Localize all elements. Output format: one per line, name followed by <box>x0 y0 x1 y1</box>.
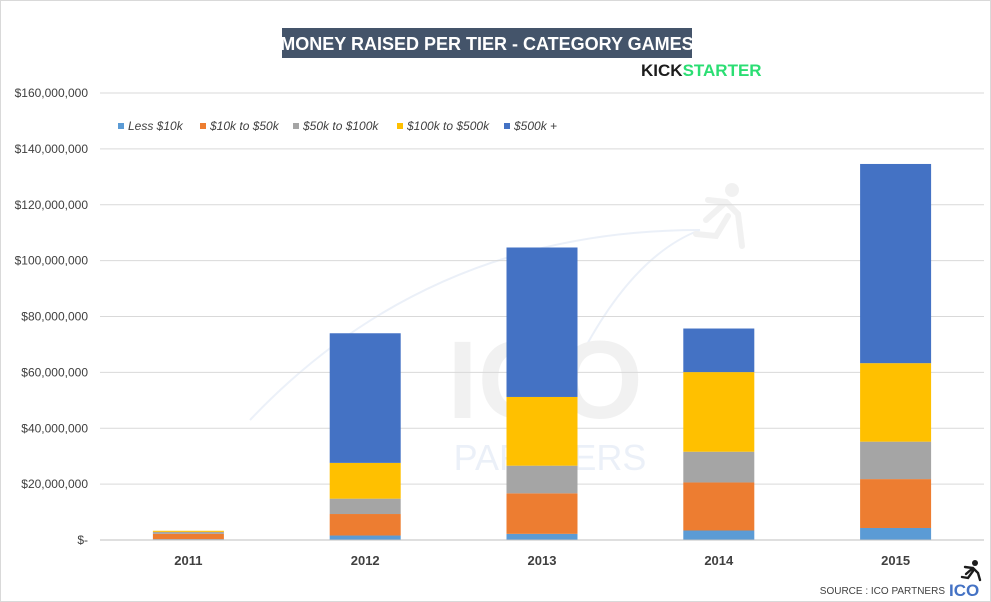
brand-part1: KICK <box>641 61 683 80</box>
bar-2014-series-1 <box>683 482 755 531</box>
bar-2012-series-4 <box>329 333 401 463</box>
y-axis: $- $20,000,000 $40,000,000 $60,000,000 $80,0… <box>15 86 89 547</box>
x-tick-label: 2015 <box>881 553 910 568</box>
bar-2015-series-1 <box>860 479 932 528</box>
x-tick-label: 2014 <box>704 553 734 568</box>
legend-label-0: Less $10k <box>128 119 184 133</box>
y-tick-label: $80,000,000 <box>21 310 88 324</box>
title-background <box>282 28 692 58</box>
x-tick-label: 2013 <box>528 553 557 568</box>
bar-2014-series-4 <box>683 328 755 373</box>
y-tick-label: $100,000,000 <box>15 254 89 268</box>
ico-logo: ICO <box>949 581 979 600</box>
bar-2013-series-3 <box>506 396 578 466</box>
y-tick-label: $140,000,000 <box>15 142 89 156</box>
bar-2014-series-3 <box>683 372 755 452</box>
brand-part2: STARTER <box>683 61 762 80</box>
legend-label-2: $50k to $100k <box>302 119 379 133</box>
bar-2014-series-0 <box>683 530 755 540</box>
source-text: SOURCE : ICO PARTNERS <box>820 586 946 597</box>
legend-label-1: $10k to $50k <box>209 119 280 133</box>
y-tick-label: $160,000,000 <box>15 86 89 100</box>
legend: Less $10k $10k to $50k $50k to $100k $100k … <box>118 119 557 133</box>
y-tick-label: $120,000,000 <box>15 198 89 212</box>
bar-2015-series-2 <box>860 441 932 480</box>
runner-icon <box>960 565 982 582</box>
legend-label-4: $500k + <box>513 119 557 133</box>
watermark-runner-head <box>725 183 739 197</box>
watermark-arc <box>249 229 701 421</box>
legend-swatch-0 <box>118 123 124 129</box>
x-tick-label: 2012 <box>351 553 380 568</box>
legend-swatch-1 <box>200 123 206 129</box>
bar-2011-series-1 <box>152 533 224 540</box>
chart-title: MONEY RAISED PER TIER - CATEGORY GAMES <box>280 34 693 54</box>
x-axis: 2011 2012 2013 2014 2015 <box>174 553 910 568</box>
bar-2014-series-2 <box>683 451 755 483</box>
bar-2015-series-3 <box>860 363 932 442</box>
legend-label-3: $100k to $500k <box>406 119 490 133</box>
legend-swatch-2 <box>293 123 299 129</box>
bar-2013-series-2 <box>506 465 578 494</box>
bar-2013-series-0 <box>506 533 578 540</box>
x-tick-label: 2011 <box>174 553 202 568</box>
legend-swatch-3 <box>397 123 403 129</box>
bar-2012-series-3 <box>329 462 401 499</box>
bars <box>152 163 932 540</box>
y-tick-label: $20,000,000 <box>21 477 88 491</box>
legend-swatch-4 <box>504 123 510 129</box>
bar-2012-series-2 <box>329 498 401 515</box>
bar-2012-series-1 <box>329 514 401 536</box>
y-tick-label: $60,000,000 <box>21 365 88 379</box>
runner-icon-head <box>972 560 978 566</box>
y-tick-label: $40,000,000 <box>21 421 88 435</box>
bar-2015-series-0 <box>860 527 932 540</box>
bar-2011-series-3 <box>152 530 224 532</box>
kickstarter-logo: KICKSTARTER <box>641 61 762 80</box>
bar-2013-series-4 <box>506 247 578 397</box>
y-tick-label: $- <box>77 533 88 547</box>
bar-2011-series-2 <box>152 531 224 534</box>
bar-2015-series-4 <box>860 163 932 364</box>
bar-2013-series-1 <box>506 493 578 534</box>
bar-2012-series-0 <box>329 535 401 540</box>
